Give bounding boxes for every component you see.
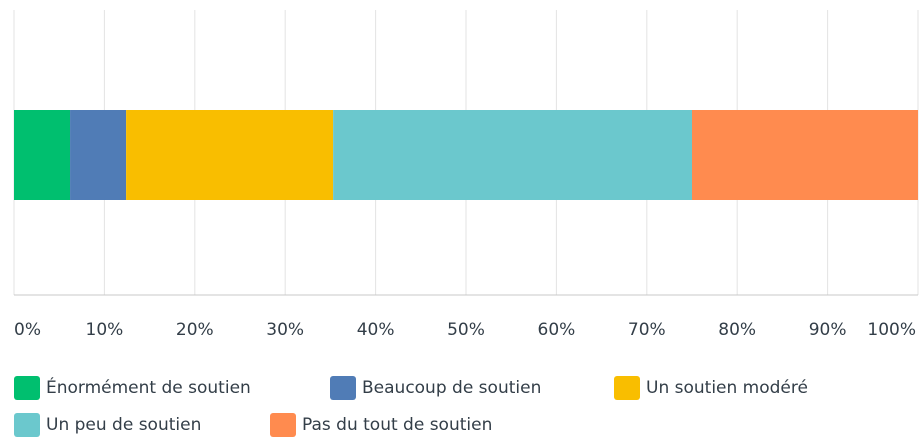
legend-swatch [270, 413, 296, 437]
bar-segment [14, 110, 71, 200]
x-tick-label: 10% [86, 320, 124, 340]
x-tick-label: 100% [867, 320, 916, 340]
bar-segment [126, 110, 334, 200]
bar-segment [333, 110, 692, 200]
legend-label: Beaucoup de soutien [362, 378, 541, 398]
x-tick-label: 50% [447, 320, 485, 340]
x-tick-label: 70% [628, 320, 666, 340]
legend-swatch [14, 376, 40, 400]
legend-swatch [614, 376, 640, 400]
legend-label: Un peu de soutien [46, 415, 201, 435]
x-tick-label: 80% [718, 320, 756, 340]
x-tick-label: 20% [176, 320, 214, 340]
x-tick-label: 40% [357, 320, 395, 340]
x-tick-label: 60% [538, 320, 576, 340]
x-tick-label: 0% [14, 320, 41, 340]
x-tick-label: 90% [809, 320, 847, 340]
legend-label: Un soutien modéré [646, 378, 808, 398]
legend-swatch [14, 413, 40, 437]
legend-label: Pas du tout de soutien [302, 415, 492, 435]
legend-swatch [330, 376, 356, 400]
x-tick-label: 30% [266, 320, 304, 340]
legend-label: Énormément de soutien [46, 376, 251, 398]
bar-segment [692, 110, 918, 200]
bar-segment [70, 110, 127, 200]
